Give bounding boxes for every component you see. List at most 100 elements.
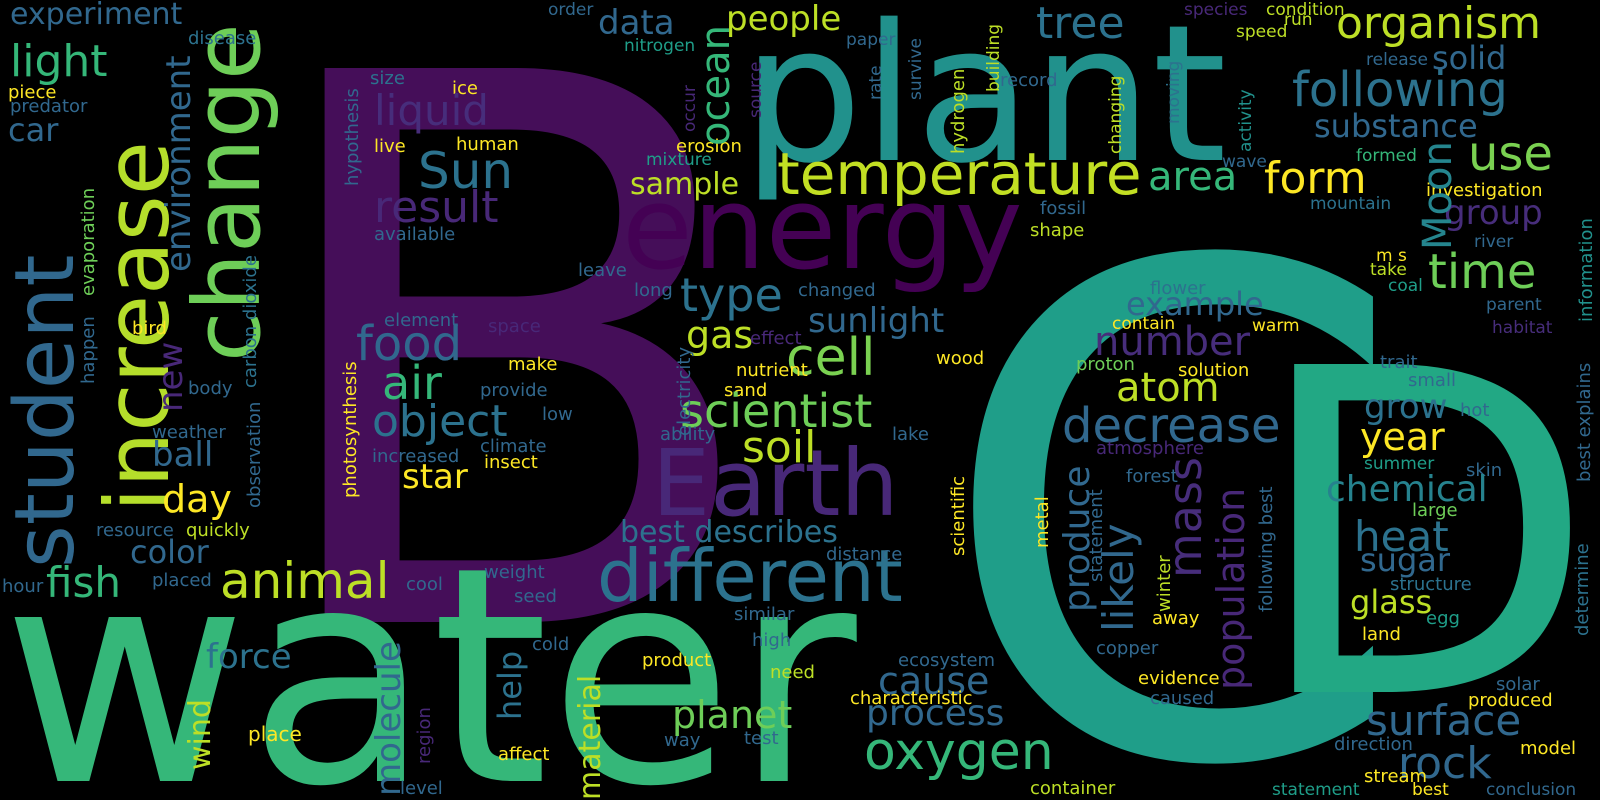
word-condition: condition <box>1266 0 1345 20</box>
word-glass: glass <box>1350 583 1433 621</box>
word-hot: hot <box>1460 400 1490 421</box>
word-decrease: decrease <box>1062 398 1281 454</box>
word-trait: trait <box>1380 352 1418 373</box>
word-investigation: investigation <box>1426 180 1543 201</box>
word-region: region <box>414 707 435 764</box>
word-food: food <box>356 316 463 372</box>
word-cell: cell <box>786 328 876 388</box>
word-human: human <box>456 134 519 155</box>
word-sample: sample <box>630 167 740 202</box>
word-B: B <box>250 0 772 800</box>
word-tree: tree <box>1036 0 1125 49</box>
word-proton: proton <box>1076 354 1135 375</box>
word-form: form <box>1264 153 1367 204</box>
word-place: place <box>248 722 302 746</box>
word-wave: wave <box>1222 152 1267 172</box>
word-scientist: scientist <box>680 384 873 438</box>
word-direction: direction <box>1334 734 1413 755</box>
word-winter: winter <box>1154 555 1175 612</box>
word-sunlight: sunlight <box>808 301 945 341</box>
word-atmosphere: atmosphere <box>1096 438 1204 459</box>
word-group: group <box>1444 193 1543 233</box>
word-insect: insect <box>484 452 538 473</box>
word-C: C <box>935 124 1410 800</box>
word-away: away <box>1152 608 1200 629</box>
word-weather: weather <box>152 422 226 443</box>
word-lake: lake <box>892 424 929 445</box>
word-earth: Earth <box>652 430 899 537</box>
word-result: result <box>374 182 499 233</box>
word-land: land <box>1362 624 1401 645</box>
word-weight: weight <box>484 562 545 583</box>
word-metal: metal <box>1032 496 1053 548</box>
word-egg: egg <box>1426 608 1460 629</box>
word-observation: observation <box>244 401 265 508</box>
word-planet: planet <box>672 693 793 737</box>
word-help: help <box>491 650 529 720</box>
word-effect: effect <box>750 328 802 349</box>
word-similar: similar <box>734 604 795 625</box>
word-shape: shape <box>1030 220 1085 241</box>
word-product: product <box>642 650 712 671</box>
word-fish: fish <box>46 558 121 607</box>
word-following: following <box>1292 62 1508 118</box>
word-speed: speed <box>1236 22 1288 42</box>
word-molecule: molecule <box>369 641 409 796</box>
word-need: need <box>770 662 815 683</box>
word-cold: cold <box>532 634 570 655</box>
word-D: D <box>1250 275 1597 799</box>
word-container: container <box>1030 778 1116 799</box>
word-changing: changing <box>1106 75 1126 154</box>
word-order: order <box>548 0 594 20</box>
word-energy: energy <box>622 162 1023 296</box>
word-copper: copper <box>1096 638 1159 659</box>
word-surface: surface <box>1366 696 1522 745</box>
word-cause: cause <box>878 659 990 703</box>
word-star: star <box>402 457 468 497</box>
word-evidence: evidence <box>1138 668 1220 689</box>
word-experiment: experiment <box>10 0 183 32</box>
word-carbon-dioxide: carbon dioxide <box>240 255 261 388</box>
word-affect: affect <box>498 744 550 765</box>
word-Moon: Moon <box>1415 141 1461 250</box>
word-ball: ball <box>152 435 214 475</box>
word-ice: ice <box>452 78 478 99</box>
word-produced: produced <box>1468 690 1553 711</box>
word-solar: solar <box>1496 674 1540 695</box>
word-forest: forest <box>1126 466 1178 487</box>
word-solid: solid <box>1432 39 1507 77</box>
word-sugar: sugar <box>1360 541 1451 579</box>
word-gas: gas <box>686 313 754 357</box>
word-organism: organism <box>1336 0 1542 49</box>
word-stream: stream <box>1364 766 1428 787</box>
word-population: population <box>1209 487 1253 690</box>
word-following-best: following best <box>1256 486 1277 612</box>
word-seed: seed <box>514 586 557 607</box>
word-resource: resource <box>96 520 174 541</box>
word-process: process <box>866 693 1005 734</box>
word-time: time <box>1428 244 1537 300</box>
word-best: best <box>1412 780 1449 800</box>
word-photosynthesis: photosynthesis <box>340 361 361 498</box>
word-distance: distance <box>826 544 903 565</box>
word-coal: coal <box>1388 276 1423 296</box>
word-run: run <box>1284 10 1313 30</box>
word-test: test <box>744 728 779 749</box>
word-different: different <box>597 534 903 618</box>
word-people: people <box>726 0 842 39</box>
word-provide: provide <box>480 380 548 401</box>
word-chemical: chemical <box>1326 469 1488 510</box>
word-record: record <box>1000 70 1058 91</box>
word-plant: plant <box>742 0 1227 205</box>
word-characteristic: characteristic <box>850 688 973 709</box>
word-environment: environment <box>159 55 199 272</box>
word-number: number <box>1094 319 1251 365</box>
word-habitat: habitat <box>1492 318 1553 338</box>
word-oxygen: oxygen <box>864 722 1054 782</box>
word-small: small <box>1408 370 1456 391</box>
word-sand: sand <box>724 380 768 401</box>
word-area: area <box>1148 154 1238 200</box>
word-source: source <box>746 61 766 118</box>
word-formed: formed <box>1356 146 1417 166</box>
word-data: data <box>598 3 675 43</box>
